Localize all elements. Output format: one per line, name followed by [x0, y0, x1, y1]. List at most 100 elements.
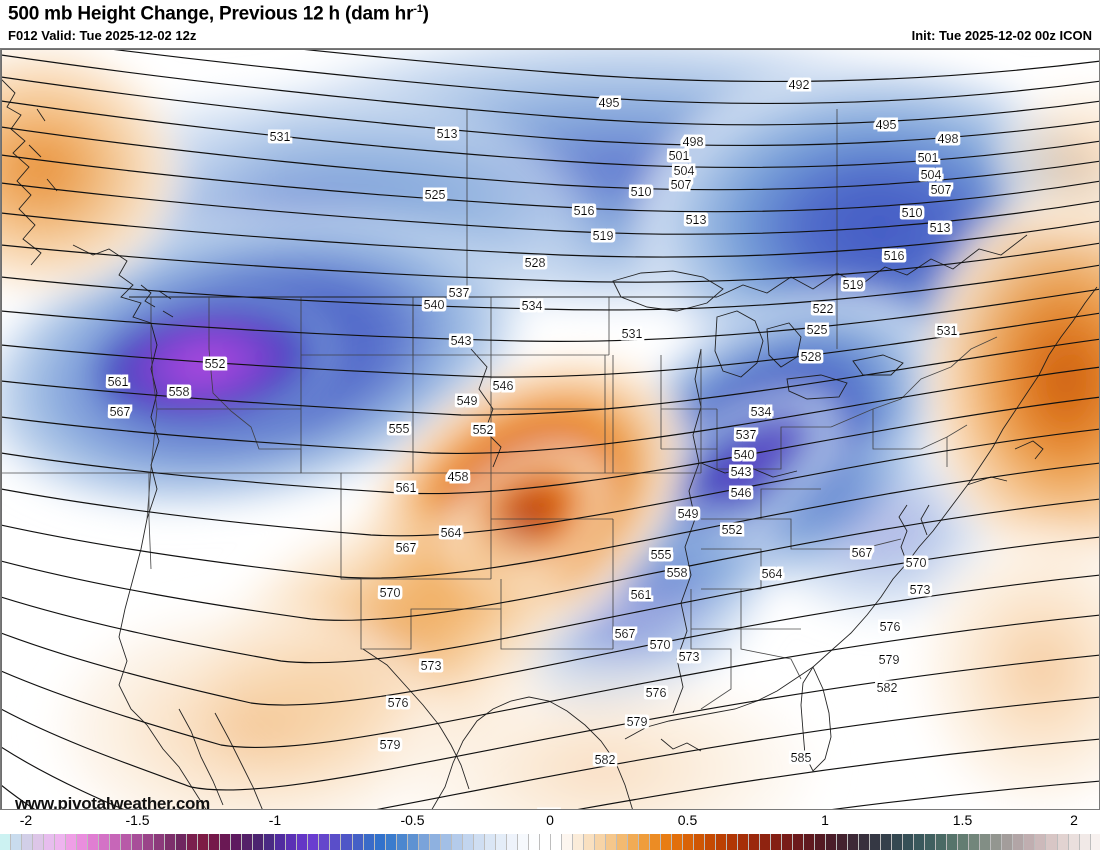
- colorbar-tick-label: 2: [1070, 812, 1078, 828]
- colorbar-swatch: [88, 834, 100, 850]
- colorbar-swatch: [110, 834, 122, 850]
- colorbar-swatch: [308, 834, 320, 850]
- contour-label: 543: [451, 334, 472, 348]
- contour-label: 522: [813, 302, 834, 316]
- colorbar-swatch: [451, 834, 463, 850]
- colorbar-swatch: [627, 834, 639, 850]
- colorbar-swatch: [980, 834, 992, 850]
- colorbar-swatch: [341, 834, 353, 850]
- contour-label: 567: [110, 405, 131, 419]
- colorbar-swatch: [914, 834, 926, 850]
- colorbar-swatch: [583, 834, 595, 850]
- colorbar-swatch: [22, 834, 34, 850]
- contour-label: 552: [205, 357, 226, 371]
- colorbar-swatch: [165, 834, 177, 850]
- colorbar-tick-label: -1.5: [125, 812, 150, 828]
- contour-label: 540: [734, 448, 755, 462]
- colorbar-swatch: [539, 834, 551, 850]
- colorbar-swatch: [66, 834, 78, 850]
- contour-label: 567: [396, 541, 417, 555]
- colorbar-swatch: [682, 834, 694, 850]
- title-text: 500 mb Height Change, Previous 12 h (dam…: [8, 3, 414, 25]
- colorbar-swatch: [969, 834, 981, 850]
- contour-label: 513: [437, 127, 458, 141]
- contour-label: 570: [380, 586, 401, 600]
- colorbar-swatch: [374, 834, 386, 850]
- colorbar-swatch: [705, 834, 717, 850]
- colorbar-swatch: [749, 834, 761, 850]
- colorbar-swatch: [738, 834, 750, 850]
- colorbar-swatch: [1090, 834, 1100, 850]
- colorbar-swatch: [1013, 834, 1025, 850]
- init-time-label: Init: Tue 2025-12-02 00z ICON: [911, 28, 1092, 43]
- colorbar-swatch: [693, 834, 705, 850]
- contour-label: 567: [852, 546, 873, 560]
- colorbar-swatch: [385, 834, 397, 850]
- contour-label: 513: [930, 221, 951, 235]
- colorbar-swatch: [44, 834, 56, 850]
- header: 500 mb Height Change, Previous 12 h (dam…: [0, 0, 1100, 48]
- contour-label: 510: [631, 185, 652, 199]
- colorbar-swatch: [429, 834, 441, 850]
- contour-label: 582: [595, 753, 616, 767]
- colorbar-swatch: [870, 834, 882, 850]
- contour-label: 558: [169, 385, 190, 399]
- colorbar-swatch: [958, 834, 970, 850]
- colorbar-swatch: [275, 834, 287, 850]
- contour-label: 531: [270, 130, 291, 144]
- contour-label: 501: [918, 151, 939, 165]
- colorbar-swatch: [572, 834, 584, 850]
- colorbar-swatch: [1068, 834, 1080, 850]
- colorbar-swatch: [1079, 834, 1091, 850]
- colorbar-swatch: [253, 834, 265, 850]
- colorbar-swatch: [859, 834, 871, 850]
- title-exponent: -1: [413, 3, 423, 15]
- colorbar-swatch: [1046, 834, 1058, 850]
- title-close-paren: ): [422, 3, 429, 25]
- colorbar-swatch: [330, 834, 342, 850]
- contour-label: 537: [449, 286, 470, 300]
- map-canvas[interactable]: 531 513 495 492 495 498 498 501 501 504 504 507 507 5…: [0, 48, 1100, 810]
- contour-label: 552: [722, 523, 743, 537]
- colorbar-swatches[interactable]: [0, 834, 1100, 850]
- contour-label: 516: [574, 204, 595, 218]
- colorbar-swatch: [363, 834, 375, 850]
- contour-label: 534: [751, 405, 772, 419]
- colorbar[interactable]: -2 -1.5 -1 -0.5 0 0.5 1 1.5 2: [0, 812, 1100, 850]
- colorbar-swatch: [462, 834, 474, 850]
- contour-label: 458: [448, 470, 469, 484]
- page-title: 500 mb Height Change, Previous 12 h (dam…: [8, 3, 429, 25]
- colorbar-swatch: [121, 834, 133, 850]
- contour-label: 561: [108, 375, 129, 389]
- colorbar-swatch: [517, 834, 529, 850]
- colorbar-swatch: [760, 834, 772, 850]
- contour-label: 543: [731, 465, 752, 479]
- contour-label: 573: [910, 583, 931, 597]
- colorbar-swatch: [99, 834, 111, 850]
- colorbar-swatch: [793, 834, 805, 850]
- contour-label: 507: [931, 183, 952, 197]
- colorbar-tick-label: 1.5: [952, 812, 973, 828]
- colorbar-swatch: [231, 834, 243, 850]
- colorbar-swatch: [671, 834, 683, 850]
- contour-label: 495: [599, 96, 620, 110]
- height-contours: [1, 49, 1099, 809]
- colorbar-swatch: [220, 834, 232, 850]
- colorbar-swatch: [0, 834, 12, 850]
- colorbar-swatch: [848, 834, 860, 850]
- contour-label: 504: [921, 168, 942, 182]
- contour-label: 504: [674, 164, 695, 178]
- contour-label: 579: [380, 738, 401, 752]
- colorbar-swatch: [638, 834, 650, 850]
- colorbar-swatch: [55, 834, 67, 850]
- contour-label: 549: [457, 394, 478, 408]
- map-frame: [1, 49, 1099, 809]
- contour-label: 585: [539, 808, 560, 810]
- colorbar-swatch: [903, 834, 915, 850]
- colorbar-swatch: [286, 834, 298, 850]
- colorbar-swatch: [892, 834, 904, 850]
- contour-label: 525: [807, 323, 828, 337]
- colorbar-swatch: [528, 834, 540, 850]
